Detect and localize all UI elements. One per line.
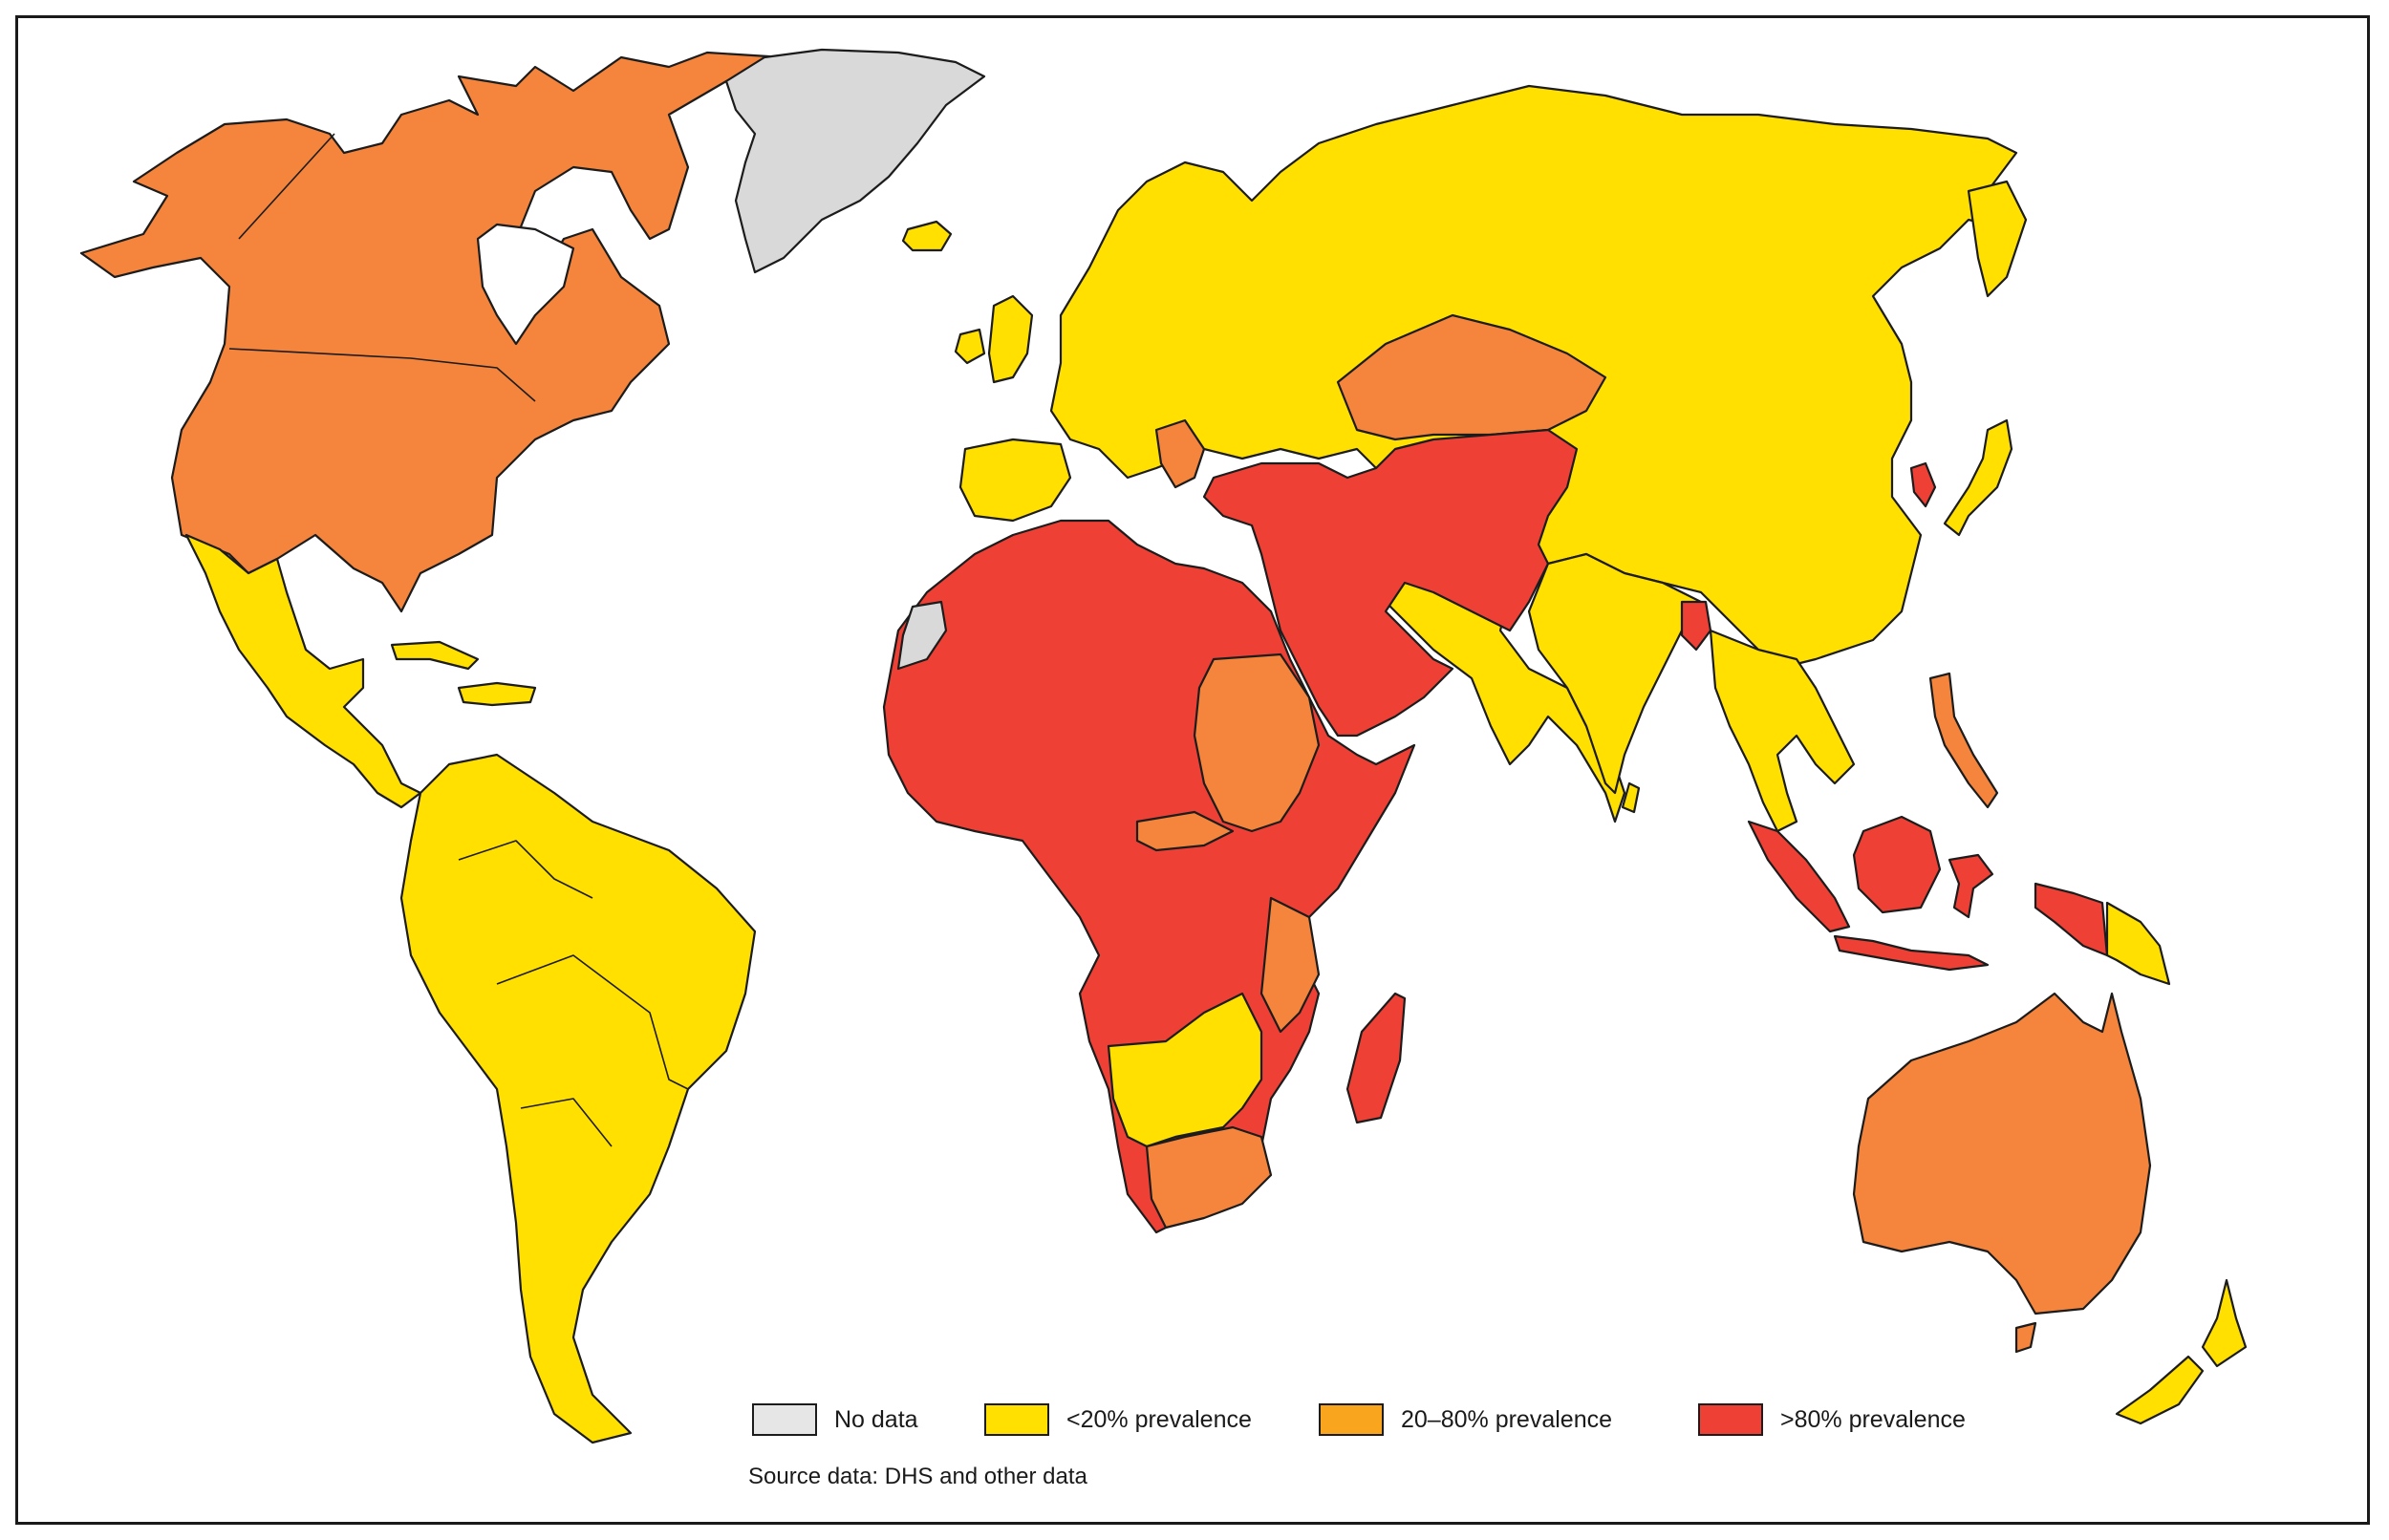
region-japan bbox=[1943, 418, 2013, 537]
region-madagascar bbox=[1345, 992, 1407, 1124]
region-greenland bbox=[724, 48, 986, 274]
region-sudan bbox=[1193, 652, 1321, 833]
region-east-africa-mid bbox=[1259, 896, 1321, 1034]
region-balkans bbox=[1154, 418, 1206, 489]
region-indonesia-sumatra bbox=[1747, 820, 1851, 933]
source-note: Source data: DHS and other data bbox=[748, 1464, 1087, 1489]
region-south-america bbox=[399, 753, 757, 1444]
region-india bbox=[1527, 552, 1703, 795]
region-indonesia-java bbox=[1833, 934, 1990, 972]
legend-item-mid: 20–80% prevalence bbox=[1319, 1401, 1612, 1439]
region-indonesia-borneo bbox=[1852, 815, 1942, 914]
legend-swatch-high bbox=[1698, 1403, 1763, 1436]
region-tasmania bbox=[2014, 1321, 2037, 1354]
border-south-america-2 bbox=[520, 1098, 613, 1147]
region-south-africa bbox=[1145, 1125, 1273, 1230]
legend-swatch-mid bbox=[1319, 1403, 1384, 1436]
region-central-africa-mid bbox=[1135, 810, 1235, 852]
legend-label-low: <20% prevalence bbox=[1066, 1405, 1252, 1433]
region-korea bbox=[1909, 461, 1937, 508]
border-south-america-3 bbox=[458, 840, 593, 899]
region-caribbean bbox=[390, 640, 480, 671]
region-indonesia-sulawesi bbox=[1948, 853, 1994, 919]
region-new-guinea-west bbox=[2034, 882, 2109, 957]
legend-label-no-data: No data bbox=[834, 1405, 918, 1433]
region-australia bbox=[1852, 992, 2152, 1315]
region-mexico-central-america bbox=[184, 533, 422, 809]
region-central-asia bbox=[1336, 313, 1607, 441]
border-alaska bbox=[238, 133, 335, 240]
region-sri-lanka bbox=[1621, 781, 1641, 814]
region-new-zealand-north bbox=[2201, 1278, 2248, 1368]
border-south-america-1 bbox=[496, 954, 689, 1090]
legend-label-high: >80% prevalence bbox=[1780, 1405, 1966, 1433]
region-caribbean-2 bbox=[457, 681, 537, 707]
region-bangladesh bbox=[1680, 600, 1712, 652]
legend-item-high: >80% prevalence bbox=[1698, 1401, 1966, 1439]
region-southern-africa-low bbox=[1107, 992, 1263, 1148]
hudson-bay bbox=[476, 223, 575, 346]
region-middle-east bbox=[1202, 428, 1579, 738]
legend-label-mid: 20–80% prevalence bbox=[1401, 1405, 1612, 1433]
region-iceland bbox=[901, 220, 953, 252]
region-iberia bbox=[958, 438, 1072, 523]
region-kamchatka bbox=[1967, 180, 2028, 298]
region-papua-new-guinea bbox=[2105, 901, 2171, 986]
region-british-isles bbox=[987, 294, 1034, 384]
legend-item-low: <20% prevalence bbox=[984, 1401, 1252, 1439]
legend-swatch-low bbox=[984, 1403, 1049, 1436]
legend-swatch-no-data bbox=[752, 1403, 817, 1436]
region-western-sahara bbox=[896, 600, 948, 671]
region-new-zealand-south bbox=[2115, 1355, 2205, 1425]
border-canada-usa bbox=[228, 348, 536, 402]
region-southeast-asia bbox=[1709, 629, 1856, 833]
region-north-america bbox=[79, 51, 786, 613]
region-philippines bbox=[1928, 672, 1999, 809]
legend-item-no-data: No data bbox=[752, 1401, 918, 1439]
region-ireland bbox=[954, 328, 986, 365]
